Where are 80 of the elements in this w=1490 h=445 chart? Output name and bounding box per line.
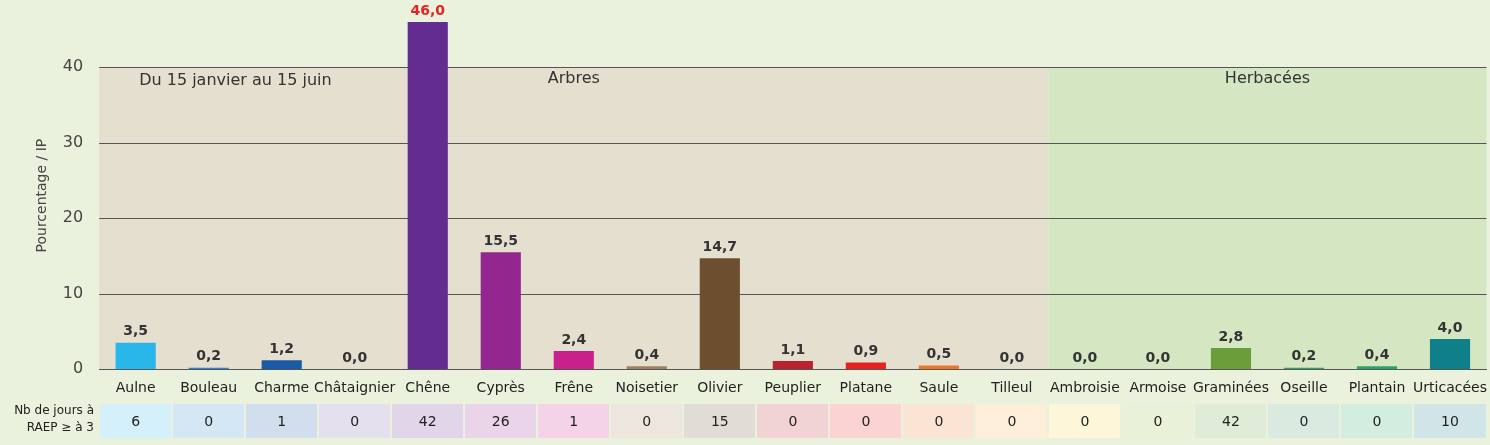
band-label: Herbacées — [1224, 68, 1311, 88]
x-tick-label: Ambroisie — [1050, 379, 1120, 396]
annotation: Du 15 janvier au 15 juin — [139, 70, 332, 90]
x-tick-label: Olivier — [697, 379, 743, 396]
bar — [480, 252, 521, 370]
bar — [1210, 348, 1252, 370]
text: 0 — [903, 404, 975, 438]
text: 0 — [1268, 404, 1340, 438]
x-tick-label: Châtaignier — [314, 379, 396, 396]
band-label: Arbres — [547, 68, 600, 88]
data-label: 0,0 — [1145, 348, 1171, 365]
text: 6 — [100, 404, 172, 438]
text: 42 — [392, 404, 464, 438]
text: 0 — [976, 404, 1048, 438]
text: 0 — [830, 404, 902, 438]
bar — [699, 258, 740, 370]
text: 15 — [684, 404, 756, 438]
text: 0 — [1341, 404, 1413, 438]
data-label: 0,0 — [1072, 348, 1098, 365]
data-label: 0,9 — [853, 342, 879, 359]
text: 0 — [611, 404, 683, 438]
x-tick-label: Charme — [254, 379, 310, 396]
y-tick-label: 0 — [72, 358, 84, 378]
x-tick-label: Oseille — [1280, 379, 1328, 396]
bar — [918, 365, 959, 370]
bar — [115, 342, 156, 370]
x-tick-label: Aulne — [115, 379, 156, 396]
x-tick-label: Saule — [919, 379, 959, 396]
y-tick-label: 40 — [62, 56, 84, 76]
text: 10 — [1414, 404, 1486, 438]
data-label: 15,5 — [483, 231, 519, 248]
text: 1 — [538, 404, 610, 438]
data-label: 1,2 — [269, 339, 295, 356]
y-tick-label: 30 — [62, 131, 84, 151]
x-tick-label: Armoise — [1129, 379, 1187, 396]
data-label: 0,2 — [1291, 347, 1317, 364]
x-tick-label: Noisetier — [615, 379, 679, 396]
bar — [772, 360, 813, 370]
x-tick-label: Tilleul — [990, 379, 1033, 396]
x-tick-label: Cyprès — [476, 379, 525, 396]
x-tick-label: Graminées — [1192, 379, 1270, 396]
text: 42 — [1195, 404, 1267, 438]
x-tick-label: Platane — [839, 379, 893, 396]
data-label: 3,5 — [123, 322, 149, 339]
data-label: 0,2 — [196, 347, 222, 364]
data-label: 0,4 — [1364, 345, 1390, 362]
text: 0 — [173, 404, 245, 438]
x-tick-label: Chêne — [405, 379, 451, 396]
text: 0 — [319, 404, 391, 438]
text: 26 — [465, 404, 537, 438]
data-label: 1,1 — [780, 340, 806, 357]
bar — [626, 366, 667, 370]
text: 1 — [246, 404, 318, 438]
x-tick-label: Bouleau — [180, 379, 238, 396]
bar — [553, 351, 594, 370]
data-label: 0,4 — [634, 345, 660, 362]
data-label: 2,8 — [1218, 327, 1244, 344]
data-label: 2,4 — [561, 330, 587, 347]
y-axis-title: Pourcentage / IP — [33, 138, 50, 253]
data-label: 0,0 — [999, 348, 1025, 365]
data-label: 0,5 — [926, 345, 952, 362]
text: Nb de jours à RAEP ≥ à 3 — [13, 402, 94, 436]
bar — [407, 22, 448, 370]
data-label: 46,0 — [410, 1, 446, 18]
y-tick-label: 20 — [62, 207, 84, 227]
bar — [1356, 366, 1398, 370]
text: 0 — [1049, 404, 1121, 438]
data-label: 4,0 — [1437, 318, 1463, 335]
x-tick-label: Urticacées — [1413, 379, 1487, 396]
x-tick-label: Peuplier — [764, 379, 822, 396]
bar — [1429, 339, 1471, 370]
text: 0 — [1122, 404, 1194, 438]
x-tick-label: Frêne — [554, 379, 594, 396]
data-label: 0,0 — [342, 348, 368, 365]
y-tick-label: 10 — [62, 282, 84, 302]
x-tick-label: Plantain — [1348, 379, 1406, 396]
data-label: 14,7 — [702, 237, 738, 254]
bar — [845, 362, 886, 370]
text: 0 — [757, 404, 829, 438]
bar — [261, 360, 302, 370]
